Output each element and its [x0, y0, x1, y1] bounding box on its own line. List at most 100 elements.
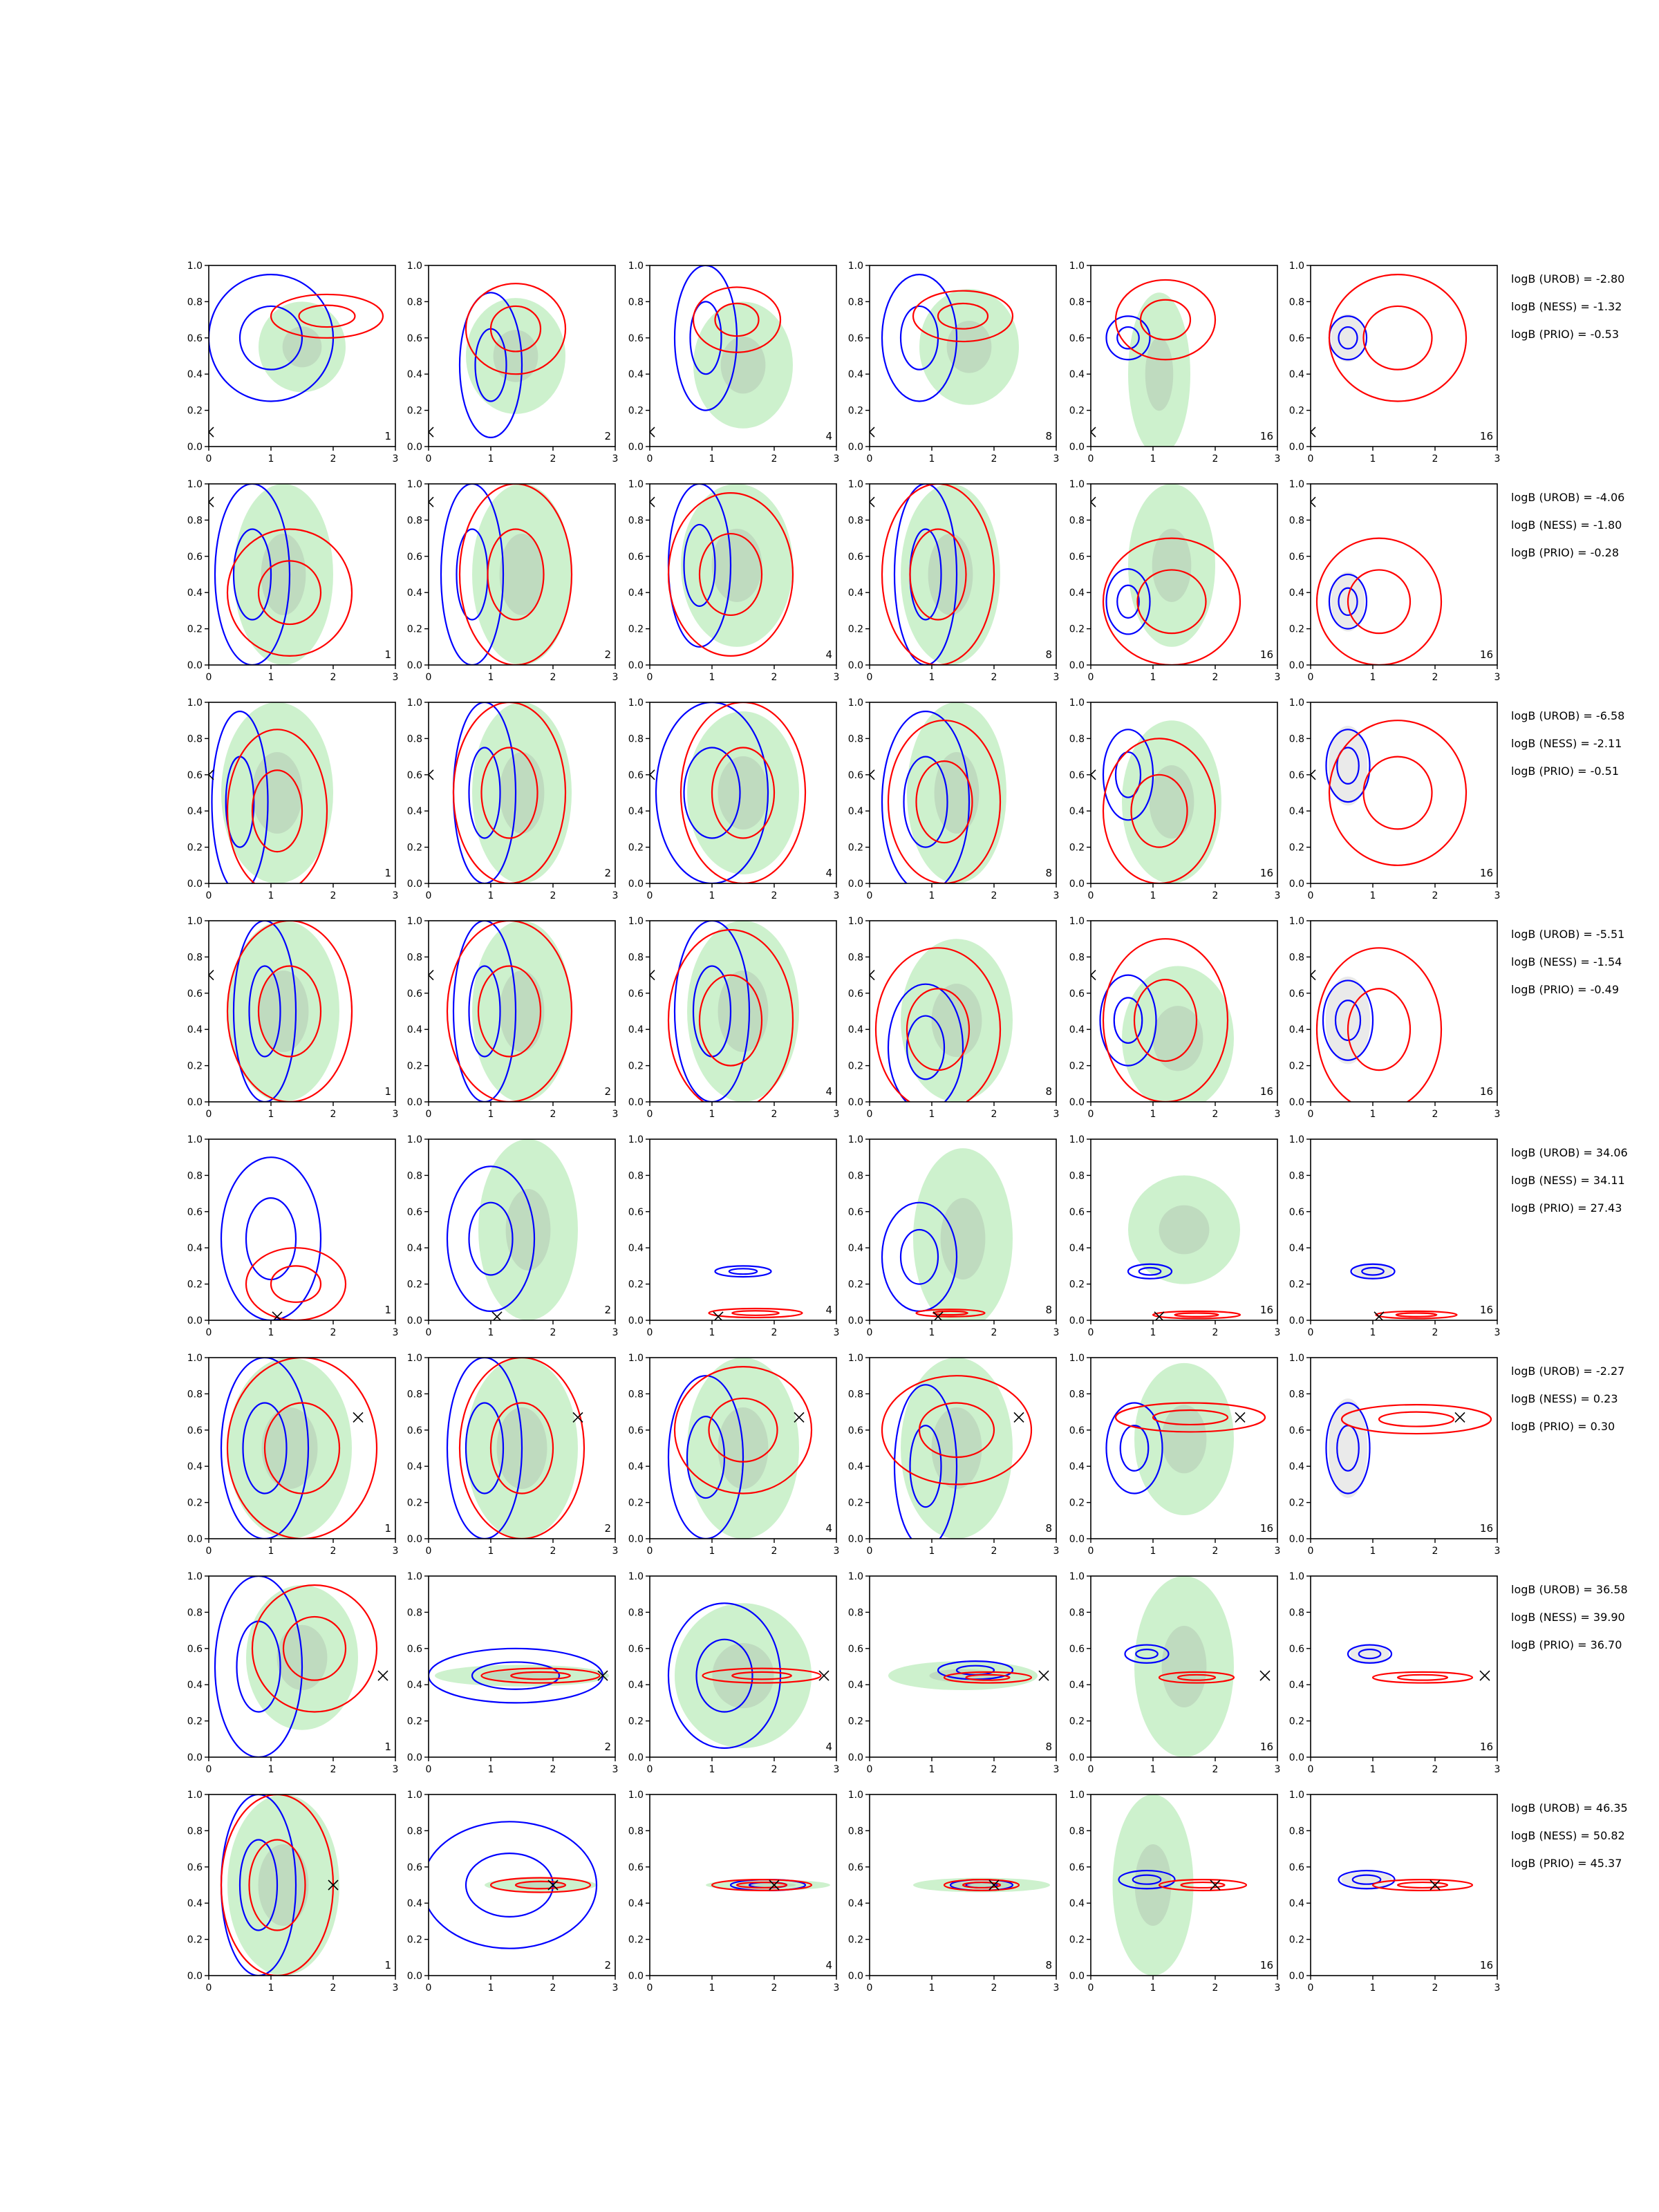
blue-contour-inner — [1336, 747, 1360, 785]
x-tick-label: 2 — [1432, 453, 1438, 465]
panel-frame — [869, 1138, 1057, 1321]
y-tick-label: 0.8 — [1069, 515, 1085, 526]
y-tick-label: 0.6 — [1289, 770, 1304, 781]
y-tick-label: 0.4 — [187, 369, 203, 380]
x-tick-label: 2 — [1212, 890, 1219, 901]
posterior-fill-inner — [1159, 1205, 1210, 1255]
y-tick-label: 0.2 — [1069, 1061, 1085, 1072]
y-tick-label: 0.4 — [187, 588, 203, 599]
posterior-fill-inner — [718, 971, 769, 1052]
y-tick-label: 0.6 — [407, 988, 422, 1000]
x-tick-label: 2 — [991, 1327, 997, 1338]
truth-marker — [209, 496, 214, 507]
y-tick-label: 1.0 — [628, 479, 644, 490]
red-contour-inner — [298, 304, 356, 328]
y-tick-label: 0.6 — [187, 552, 203, 563]
y-tick-label: 0.0 — [407, 1971, 422, 1982]
red-contour-outer — [874, 947, 1002, 1102]
y-tick-label: 0.8 — [187, 1826, 203, 1837]
red-contour-outer — [480, 1667, 601, 1684]
panel-label: 8 — [1045, 648, 1052, 661]
y-tick-label: 0.6 — [1289, 1207, 1304, 1218]
x-tick-label: 3 — [612, 890, 619, 901]
panel-label: 4 — [825, 1959, 832, 1971]
x-tick-label: 2 — [330, 1983, 337, 1994]
x-tick-label: 2 — [1432, 890, 1438, 901]
red-contour-outer — [1328, 720, 1468, 866]
panel-frame — [1090, 1357, 1278, 1539]
y-tick-label: 0.4 — [628, 1461, 644, 1472]
y-tick-label: 0.2 — [1289, 406, 1304, 417]
truth-marker — [1091, 427, 1096, 438]
panel-label: 1 — [384, 1522, 391, 1535]
x-tick-label: 0 — [647, 1764, 653, 1775]
x-tick-label: 1 — [268, 890, 274, 901]
y-tick-label: 0.4 — [628, 1243, 644, 1254]
x-tick-label: 0 — [426, 1983, 432, 1994]
y-tick-label: 0.2 — [848, 406, 863, 417]
panel-r6-c2: 0 1 2 30.00.20.40.60.81.02 — [407, 1353, 619, 1557]
y-tick-label: 0.8 — [1069, 1607, 1085, 1618]
red-contour-inner — [257, 560, 322, 626]
x-tick-label: 2 — [330, 1109, 337, 1120]
y-tick-label: 0.0 — [407, 1315, 422, 1327]
x-tick-label: 0 — [647, 1983, 653, 1994]
x-tick-label: 3 — [1275, 1546, 1281, 1557]
logb-annotation: logB (UROB) = -5.51 — [1511, 928, 1625, 941]
panel-frame — [208, 1575, 396, 1758]
red-contour-outer — [1158, 1879, 1248, 1891]
x-tick-label: 0 — [426, 1327, 432, 1338]
y-tick-label: 0.2 — [1289, 1280, 1304, 1291]
red-contour-outer — [881, 1375, 1033, 1485]
x-tick-label: 1 — [1370, 1109, 1376, 1120]
x-tick-label: 1 — [709, 672, 715, 683]
y-tick-label: 0.8 — [848, 952, 863, 963]
truth-marker — [429, 496, 434, 507]
y-tick-label: 0.8 — [628, 297, 644, 308]
red-contour-outer — [226, 528, 353, 657]
x-tick-label: 2 — [1212, 453, 1219, 465]
red-contour-inner — [1396, 1674, 1449, 1681]
red-contour-inner — [1347, 569, 1412, 635]
x-tick-label: 1 — [929, 1109, 935, 1120]
blue-contour-outer — [214, 1576, 303, 1757]
panel-label: 4 — [825, 1304, 832, 1316]
x-tick-label: 0 — [206, 1327, 212, 1338]
blue-contour-outer — [714, 1265, 772, 1278]
y-tick-label: 0.8 — [848, 515, 863, 526]
blue-contour-inner — [468, 1201, 514, 1276]
y-tick-label: 0.8 — [407, 952, 422, 963]
y-tick-label: 1.0 — [628, 1790, 644, 1801]
y-tick-label: 0.8 — [1069, 952, 1085, 963]
y-tick-label: 0.4 — [1069, 369, 1085, 380]
x-tick-label: 2 — [771, 1764, 778, 1775]
blue-contour-outer — [1325, 1402, 1371, 1494]
y-tick-label: 0.2 — [187, 843, 203, 854]
x-tick-label: 2 — [1432, 1109, 1438, 1120]
x-tick-label: 0 — [1308, 1327, 1314, 1338]
logb-annotation: logB (NESS) = -1.32 — [1511, 300, 1622, 313]
truth-marker — [377, 1670, 388, 1681]
blue-contour-inner — [468, 747, 501, 839]
red-contour-inner — [514, 1880, 567, 1890]
red-contour-inner — [1180, 1881, 1226, 1889]
y-tick-label: 0.4 — [407, 1461, 422, 1472]
panel-frame — [1090, 702, 1278, 884]
x-tick-label: 1 — [1370, 890, 1376, 901]
logb-annotation: logB (NESS) = -1.54 — [1511, 955, 1622, 968]
posterior-fill-inner — [1152, 528, 1192, 602]
panel-r3-c3: 0 1 2 3 0.0 0.2 0.4 0.6 0.8 1.0 4 — [628, 697, 840, 901]
y-tick-label: 1.0 — [407, 1790, 422, 1801]
y-tick-label: 0.0 — [848, 1097, 863, 1108]
x-tick-label: 0 — [867, 890, 873, 901]
y-tick-label: 0.8 — [628, 1607, 644, 1618]
red-contour-inner — [1136, 569, 1207, 635]
red-contour-inner — [1395, 1312, 1438, 1318]
logb-annotation: logB (UROB) = 46.35 — [1511, 1801, 1628, 1815]
x-tick-label: 1 — [929, 1546, 935, 1557]
blue-contour-inner — [683, 747, 741, 839]
y-tick-label: 0.0 — [628, 1752, 644, 1763]
truth-marker — [547, 1880, 559, 1891]
x-tick-label: 0 — [647, 1546, 653, 1557]
truth-marker — [209, 970, 214, 981]
